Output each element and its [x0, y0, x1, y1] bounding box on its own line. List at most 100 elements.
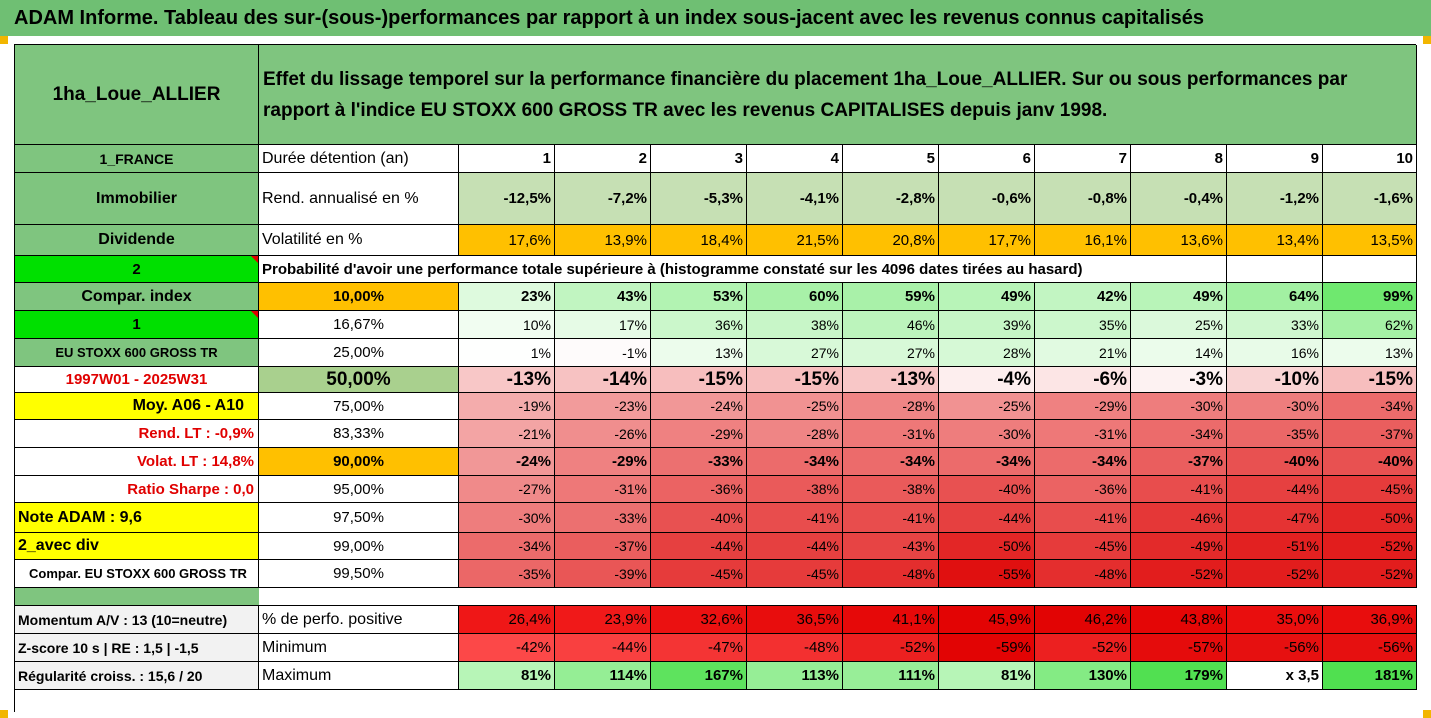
volatility-value: 13,6%	[1131, 225, 1227, 256]
dividend-mode: 2_avec div	[15, 533, 259, 560]
volatility-value: 17,6%	[459, 225, 555, 256]
report-title: ADAM Informe. Tableau des sur-(sous-)per…	[0, 0, 1431, 36]
probability-value: -29%	[651, 420, 747, 448]
minimum-value: -52%	[843, 634, 939, 662]
return-value: -0,4%	[1131, 173, 1227, 225]
year-header: 3	[651, 145, 747, 173]
corner-marker	[0, 710, 8, 718]
probability-caption: Probabilité d'avoir une performance tota…	[259, 256, 1227, 283]
positive-perf-value: 36,9%	[1323, 606, 1417, 634]
volatility-value: 18,4%	[651, 225, 747, 256]
probability-value: -50%	[1323, 503, 1417, 533]
corner-marker	[1423, 36, 1431, 44]
positive-perf-value: 45,9%	[939, 606, 1035, 634]
probability-value: -41%	[843, 503, 939, 533]
maximum-value: 111%	[843, 662, 939, 690]
probability-value: -37%	[1131, 448, 1227, 476]
threshold-value: 25,00%	[259, 339, 459, 367]
probability-value: -34%	[1035, 448, 1131, 476]
positive-perf-value: 35,0%	[1227, 606, 1323, 634]
probability-value: -36%	[651, 476, 747, 503]
probability-value: 10%	[459, 311, 555, 339]
probability-value: -24%	[459, 448, 555, 476]
probability-value: 25%	[1131, 311, 1227, 339]
probability-value: 27%	[747, 339, 843, 367]
year-header: 2	[555, 145, 651, 173]
return-value: -4,1%	[747, 173, 843, 225]
probability-value: 13%	[651, 339, 747, 367]
probability-value: 16%	[1227, 339, 1323, 367]
maximum-value: 113%	[747, 662, 843, 690]
probability-value: 42%	[1035, 283, 1131, 311]
volatility-value: 16,1%	[1035, 225, 1131, 256]
probability-value: -4%	[939, 367, 1035, 393]
selector-2[interactable]: 2	[15, 256, 259, 283]
year-header: 1	[459, 145, 555, 173]
threshold-value: 16,67%	[259, 311, 459, 339]
year-header: 8	[1131, 145, 1227, 173]
probability-value: -45%	[747, 560, 843, 588]
return-value: -0,8%	[1035, 173, 1131, 225]
zscore-label: Z-score 10 s | RE : 1,5 | -1,5	[15, 634, 259, 662]
probability-value: -30%	[459, 503, 555, 533]
probability-value: -26%	[555, 420, 651, 448]
probability-value: 39%	[939, 311, 1035, 339]
probability-value: 49%	[1131, 283, 1227, 311]
probability-value: -14%	[555, 367, 651, 393]
probability-value: 38%	[747, 311, 843, 339]
probability-value: 49%	[939, 283, 1035, 311]
fund-name[interactable]: 1ha_Loue_ALLIER	[15, 45, 259, 145]
threshold-value: 99,00%	[259, 533, 459, 560]
probability-value: -49%	[1131, 533, 1227, 560]
category-label: Immobilier	[15, 173, 259, 225]
volatility-label: Volatilité en %	[259, 225, 459, 256]
probability-value: -41%	[747, 503, 843, 533]
probability-value: -30%	[939, 420, 1035, 448]
probability-value: 53%	[651, 283, 747, 311]
probability-value: -6%	[1035, 367, 1131, 393]
probability-value: -25%	[939, 393, 1035, 420]
threshold-value: 50,00%	[259, 367, 459, 393]
selector-1[interactable]: 1	[15, 311, 259, 339]
return-value: -1,6%	[1323, 173, 1417, 225]
volatility-value: 13,4%	[1227, 225, 1323, 256]
probability-value: -47%	[1227, 503, 1323, 533]
country-label: 1_FRANCE	[15, 145, 259, 173]
positive-perf-label: % de perfo. positive	[259, 606, 459, 634]
comparison-index-label: Compar. EU STOXX 600 GROSS TR	[15, 560, 259, 588]
probability-value: -40%	[939, 476, 1035, 503]
probability-value: 23%	[459, 283, 555, 311]
return-value: -7,2%	[555, 173, 651, 225]
probability-value: 35%	[1035, 311, 1131, 339]
minimum-label: Minimum	[259, 634, 459, 662]
probability-value: -44%	[1227, 476, 1323, 503]
compar-index-label: Compar. index	[15, 283, 259, 311]
probability-value: 27%	[843, 339, 939, 367]
volatility-value: 13,9%	[555, 225, 651, 256]
probability-value: -40%	[1227, 448, 1323, 476]
dividend-label: Dividende	[15, 225, 259, 256]
probability-value: -50%	[939, 533, 1035, 560]
probability-value: -48%	[843, 560, 939, 588]
probability-value: -31%	[555, 476, 651, 503]
probability-value: 99%	[1323, 283, 1417, 311]
threshold-value: 97,50%	[259, 503, 459, 533]
probability-value: 43%	[555, 283, 651, 311]
period-label: 1997W01 - 2025W31	[15, 367, 259, 393]
threshold-value: 90,00%	[259, 448, 459, 476]
maximum-value: 81%	[459, 662, 555, 690]
probability-value: -52%	[1131, 560, 1227, 588]
probability-value: -38%	[747, 476, 843, 503]
probability-value: -48%	[1035, 560, 1131, 588]
minimum-value: -42%	[459, 634, 555, 662]
positive-perf-value: 23,9%	[555, 606, 651, 634]
probability-value: -34%	[459, 533, 555, 560]
probability-value: -29%	[555, 448, 651, 476]
probability-value: -41%	[1035, 503, 1131, 533]
index-name: EU STOXX 600 GROSS TR	[15, 339, 259, 367]
return-value: -5,3%	[651, 173, 747, 225]
maximum-value: 114%	[555, 662, 651, 690]
probability-value: -34%	[1131, 420, 1227, 448]
probability-value: -1%	[555, 339, 651, 367]
maximum-value: 181%	[1323, 662, 1417, 690]
